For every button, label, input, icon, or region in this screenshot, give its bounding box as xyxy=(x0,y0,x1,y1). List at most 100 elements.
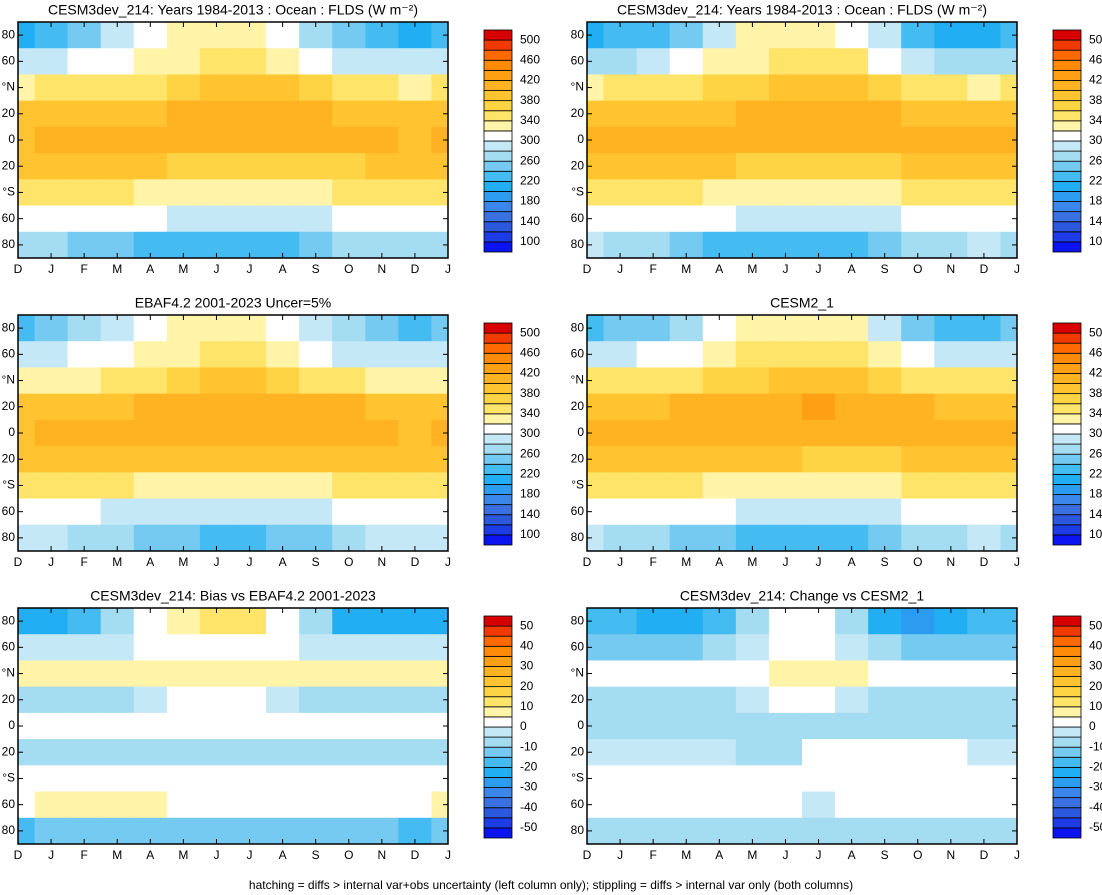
field-cell xyxy=(133,498,168,526)
field-cell xyxy=(669,686,704,714)
field-cell xyxy=(735,498,770,526)
colorbar-band xyxy=(1052,756,1082,768)
field-cell xyxy=(166,153,201,180)
x-tick-label: S xyxy=(881,262,889,276)
field-cell xyxy=(299,100,333,128)
field-cell xyxy=(587,100,605,128)
field-cell xyxy=(365,367,399,395)
field-cell xyxy=(636,498,671,526)
y-tick-label: 0 xyxy=(577,425,584,439)
colorbar-band xyxy=(1052,766,1082,778)
y-tick-label: °S xyxy=(2,478,15,492)
field-cell xyxy=(133,100,168,128)
colorbar-label: -10 xyxy=(1089,739,1102,753)
field-cell xyxy=(100,341,135,368)
field-cell xyxy=(967,419,1001,447)
field-cell xyxy=(669,791,704,819)
field-cell xyxy=(199,179,234,207)
field-cell xyxy=(868,74,902,102)
field-cell xyxy=(34,712,69,740)
field-cell xyxy=(835,341,869,368)
colorbar-band xyxy=(483,221,513,233)
field-cell xyxy=(967,498,1001,526)
colorbar-band xyxy=(1052,534,1082,546)
y-tick-label: 60 xyxy=(2,54,16,68)
colorbar-label: 140 xyxy=(1089,214,1102,228)
field-cell xyxy=(669,660,704,688)
field-cell xyxy=(166,634,201,661)
field-cell xyxy=(431,341,449,368)
field-cell xyxy=(100,205,135,233)
panel-title: CESM3dev_214: Bias vs EBAF4.2 2001-2023 xyxy=(90,588,376,604)
colorbar-band xyxy=(483,423,513,435)
colorbar-label: -30 xyxy=(520,780,538,794)
field-cell xyxy=(233,341,267,368)
x-tick-label: A xyxy=(279,848,287,862)
colorbar-band xyxy=(1052,706,1082,718)
field-cell xyxy=(802,419,836,447)
field-cell xyxy=(18,48,36,75)
colorbar-band xyxy=(1052,180,1082,192)
field-cell xyxy=(332,74,366,102)
y-tick-label: 20 xyxy=(2,106,16,120)
panel-title: EBAF4.2 2001-2023 Uncer=5% xyxy=(135,295,332,311)
colorbar-band xyxy=(483,625,513,637)
field-cell xyxy=(603,74,638,102)
field-cell xyxy=(166,48,201,75)
colorbar-label: 380 xyxy=(520,386,540,400)
colorbar-band xyxy=(483,231,513,243)
field-cell xyxy=(67,472,102,500)
field-cell xyxy=(67,48,102,75)
field-cell xyxy=(398,634,432,661)
field-cell xyxy=(199,498,234,526)
colorbar-band xyxy=(1052,39,1082,51)
field-cell xyxy=(868,419,902,447)
x-tick-label: A xyxy=(146,262,154,276)
colorbar-band xyxy=(483,817,513,829)
x-tick-label: S xyxy=(881,555,889,569)
field-cell xyxy=(67,205,102,233)
field-cell xyxy=(967,739,1001,766)
field-cell xyxy=(233,48,267,75)
field-cell xyxy=(233,153,267,180)
field-cell xyxy=(934,791,968,819)
field-cell xyxy=(603,739,638,766)
colorbar-band xyxy=(483,655,513,667)
colorbar-label: 10 xyxy=(520,699,534,713)
field-cell xyxy=(266,100,300,128)
colorbar-band xyxy=(483,676,513,688)
field-cell xyxy=(587,686,605,714)
field-cell xyxy=(603,419,638,447)
field-cell xyxy=(768,446,803,473)
field-cell xyxy=(636,446,671,473)
field-cell xyxy=(702,765,737,793)
field-cell xyxy=(67,341,102,368)
x-tick-label: J xyxy=(617,555,623,569)
field-cell xyxy=(100,634,135,661)
field-cell xyxy=(398,791,432,819)
x-tick-label: J xyxy=(617,262,623,276)
field-cell xyxy=(868,660,902,688)
field-cell xyxy=(702,341,737,368)
colorbar-band xyxy=(483,59,513,71)
field-cell xyxy=(603,791,638,819)
field-cell xyxy=(802,498,836,526)
field-cell xyxy=(735,712,770,740)
field-cell xyxy=(934,126,968,154)
x-tick-label: A xyxy=(146,848,154,862)
field-cell xyxy=(18,179,36,207)
field-cell xyxy=(768,660,803,688)
colorbar-band xyxy=(1052,716,1082,728)
field-cell xyxy=(398,498,432,526)
field-cell xyxy=(934,153,968,180)
colorbar-band xyxy=(1052,170,1082,182)
colorbar-band xyxy=(1052,160,1082,172)
y-tick-label: 80 xyxy=(2,320,16,334)
field-cell xyxy=(802,126,836,154)
field-cell xyxy=(332,791,366,819)
field-cell xyxy=(332,634,366,661)
colorbar-band xyxy=(483,383,513,395)
field-cell xyxy=(299,48,333,75)
x-tick-label: J xyxy=(445,555,451,569)
field-cell xyxy=(332,498,366,526)
